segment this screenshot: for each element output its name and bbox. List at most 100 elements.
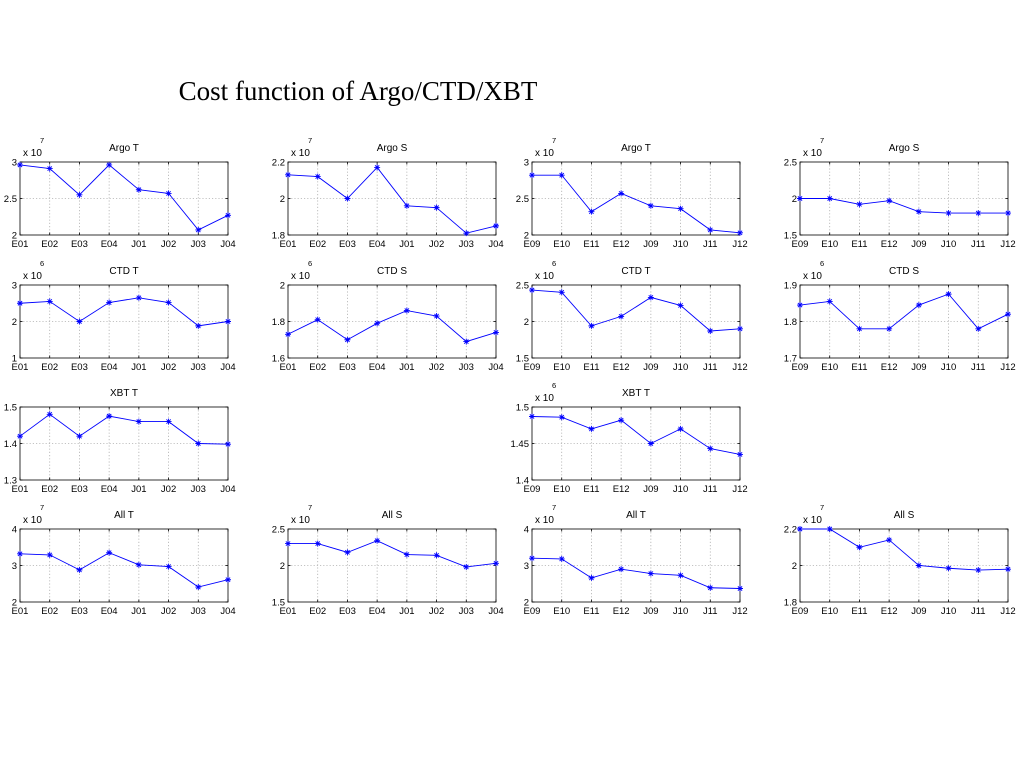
x-tick-label: J12 [732, 484, 747, 495]
x-tick-label: J04 [488, 606, 503, 617]
data-point [1005, 210, 1011, 217]
subplot-r2c1: E01 E02 E03 E04 J01 J02 J03 J04 1 2 3 CTD T x 10 6 [12, 259, 236, 373]
data-point [707, 226, 714, 233]
data-point [737, 229, 743, 236]
x-tick-label: E09 [792, 239, 809, 250]
x-tick-label: J01 [131, 362, 146, 373]
x-tick-label: E09 [792, 362, 809, 373]
exponent-label: x 10 [291, 148, 310, 159]
exponent-label: x 10 [23, 515, 42, 526]
data-point [529, 287, 535, 294]
x-tick-label: J09 [643, 484, 658, 495]
data-point [76, 318, 83, 325]
x-tick-label: J11 [703, 362, 718, 373]
y-tick-label: 2.5 [516, 280, 529, 291]
x-tick-label: J04 [488, 362, 503, 373]
data-point [195, 322, 202, 329]
data-point [558, 414, 565, 421]
x-tick-label: E11 [851, 239, 867, 250]
x-tick-label: J03 [191, 606, 206, 617]
x-tick-label: J11 [971, 606, 986, 617]
x-tick-label: J01 [131, 484, 146, 495]
x-tick-label: J03 [459, 239, 474, 250]
data-point [314, 173, 321, 180]
exponent-label: x 10 [291, 515, 310, 526]
exponent-power: 6 [552, 381, 556, 390]
subplot-r4c2: E01 E02 E03 E04 J01 J02 J03 J04 1.5 2 2.5 All S x 10… [272, 503, 504, 617]
data-point [285, 540, 291, 547]
x-tick-label: J10 [673, 362, 688, 373]
x-tick-label: E01 [12, 606, 29, 617]
x-tick-label: E11 [851, 606, 867, 617]
data-point [677, 572, 684, 579]
exponent-power: 7 [820, 503, 824, 512]
x-tick-label: J03 [191, 239, 206, 250]
x-tick-label: J09 [911, 606, 926, 617]
x-tick-label: E02 [309, 362, 326, 373]
y-tick-label: 4 [524, 524, 529, 535]
data-point [945, 291, 952, 298]
exponent-power: 7 [308, 503, 312, 512]
y-tick-label: 1.9 [784, 280, 797, 291]
x-tick-label: E01 [12, 239, 29, 250]
subplot-title: All T [114, 510, 134, 521]
series-line [799, 293, 1009, 330]
data-point [618, 566, 625, 573]
data-point [135, 561, 142, 568]
exponent-power: 7 [820, 136, 824, 145]
data-point [677, 205, 684, 212]
x-tick-label: J09 [911, 239, 926, 250]
subplot-r4c3: E09 E10 E11 E12 J09 J10 J11 J12 2 3 4 All T x 10 7 [524, 503, 748, 617]
subplot-title: Argo T [621, 143, 651, 154]
x-tick-label: E03 [71, 484, 88, 495]
data-point [76, 191, 83, 198]
data-point [588, 322, 595, 329]
y-tick-label: 1 [12, 353, 17, 364]
data-point [433, 204, 440, 211]
x-tick-label: J11 [703, 606, 718, 617]
data-point [17, 550, 23, 557]
x-tick-label: E12 [881, 606, 898, 617]
data-point [1005, 311, 1011, 318]
exponent-power: 7 [308, 136, 312, 145]
data-point [915, 562, 922, 569]
data-point [195, 440, 202, 447]
data-point [46, 165, 53, 172]
x-tick-label: E02 [309, 239, 326, 250]
x-tick-label: J09 [643, 606, 658, 617]
data-point [737, 451, 743, 458]
exponent-power: 7 [40, 503, 44, 512]
data-point [106, 161, 113, 168]
y-tick-label: 2 [12, 597, 17, 608]
data-point [135, 418, 142, 425]
series-line [287, 310, 497, 343]
y-tick-label: 1.5 [516, 402, 529, 413]
exponent-power: 6 [40, 259, 44, 268]
subplot-r2c2: E01 E02 E03 E04 J01 J02 J03 J04 1.6 1.8 2 CTD S x 10… [272, 259, 504, 373]
y-tick-label: 2.5 [784, 157, 797, 168]
x-tick-label: J01 [399, 239, 414, 250]
x-tick-label: J02 [161, 484, 176, 495]
exponent-label: x 10 [803, 515, 822, 526]
data-point [374, 164, 381, 171]
x-tick-label: J04 [220, 606, 235, 617]
data-point [76, 433, 83, 440]
data-point [225, 441, 231, 448]
x-tick-label: J10 [673, 239, 688, 250]
data-point [344, 336, 351, 343]
subplot-title: Argo T [109, 143, 139, 154]
x-tick-label: E11 [583, 239, 599, 250]
data-point [1005, 566, 1011, 573]
x-tick-label: E04 [369, 239, 386, 250]
data-point [886, 325, 893, 332]
y-tick-label: 1.45 [511, 439, 530, 450]
x-tick-label: E03 [71, 362, 88, 373]
data-point [493, 222, 499, 229]
subplot-r4c4: E09 E10 E11 E12 J09 J10 J11 J12 1.8 2 2.2 All S x 10… [784, 503, 1016, 617]
x-tick-label: E01 [280, 362, 297, 373]
x-tick-label: J12 [1000, 239, 1015, 250]
data-point [433, 313, 440, 320]
x-tick-label: E09 [524, 362, 541, 373]
exponent-label: x 10 [803, 271, 822, 282]
